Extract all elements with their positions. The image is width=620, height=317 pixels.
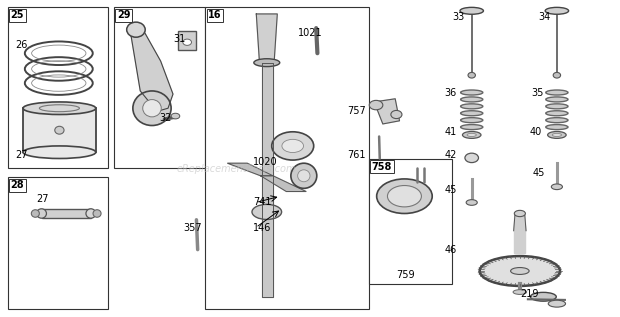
Ellipse shape xyxy=(461,97,483,102)
Ellipse shape xyxy=(546,125,568,130)
Text: 1020: 1020 xyxy=(253,157,278,167)
Polygon shape xyxy=(256,14,277,61)
Ellipse shape xyxy=(545,7,569,14)
Ellipse shape xyxy=(183,39,192,45)
Text: 46: 46 xyxy=(445,245,457,255)
Text: 357: 357 xyxy=(184,223,202,233)
Text: 25: 25 xyxy=(11,10,24,20)
Bar xyxy=(7,7,107,168)
Text: 36: 36 xyxy=(445,87,457,98)
Ellipse shape xyxy=(546,118,568,123)
Ellipse shape xyxy=(370,100,383,110)
Text: 759: 759 xyxy=(396,270,415,280)
Ellipse shape xyxy=(548,300,565,307)
Ellipse shape xyxy=(143,100,161,117)
Ellipse shape xyxy=(547,132,566,139)
Ellipse shape xyxy=(513,290,526,294)
Ellipse shape xyxy=(480,256,560,286)
Ellipse shape xyxy=(552,133,562,137)
Ellipse shape xyxy=(126,22,145,37)
Ellipse shape xyxy=(86,209,96,218)
Ellipse shape xyxy=(546,90,568,95)
Ellipse shape xyxy=(553,72,560,78)
Text: 28: 28 xyxy=(11,180,24,191)
Text: 27: 27 xyxy=(37,194,49,204)
Text: 1021: 1021 xyxy=(298,28,322,38)
Bar xyxy=(205,7,369,309)
Text: 32: 32 xyxy=(159,113,172,123)
Polygon shape xyxy=(515,231,525,253)
Text: 16: 16 xyxy=(208,10,222,20)
Text: 35: 35 xyxy=(531,87,543,98)
Ellipse shape xyxy=(32,210,39,217)
Ellipse shape xyxy=(463,132,481,139)
Polygon shape xyxy=(262,63,273,297)
Ellipse shape xyxy=(133,91,171,126)
Bar xyxy=(23,108,96,152)
Text: 42: 42 xyxy=(445,150,457,160)
Ellipse shape xyxy=(461,104,483,109)
Polygon shape xyxy=(130,28,173,111)
Text: 45: 45 xyxy=(532,168,544,178)
Ellipse shape xyxy=(465,153,479,163)
Ellipse shape xyxy=(252,204,281,219)
Ellipse shape xyxy=(391,110,402,119)
Bar xyxy=(369,158,452,284)
Text: 757: 757 xyxy=(347,107,366,116)
Bar xyxy=(113,7,205,168)
Text: 40: 40 xyxy=(529,127,541,137)
Text: 41: 41 xyxy=(445,127,457,137)
Ellipse shape xyxy=(298,170,310,182)
Ellipse shape xyxy=(461,125,483,130)
Polygon shape xyxy=(260,176,306,191)
Text: 31: 31 xyxy=(173,34,185,44)
Text: 33: 33 xyxy=(452,12,464,22)
Ellipse shape xyxy=(388,185,422,207)
Text: 29: 29 xyxy=(117,10,130,20)
Text: 219: 219 xyxy=(520,289,538,299)
Ellipse shape xyxy=(468,72,476,78)
Ellipse shape xyxy=(377,179,432,213)
Text: 26: 26 xyxy=(15,40,27,50)
Ellipse shape xyxy=(23,146,96,158)
Ellipse shape xyxy=(546,111,568,116)
Ellipse shape xyxy=(461,90,483,95)
Ellipse shape xyxy=(546,97,568,102)
Text: 34: 34 xyxy=(538,12,551,22)
Text: 758: 758 xyxy=(372,162,392,171)
Text: eReplacementParts.com: eReplacementParts.com xyxy=(176,165,296,174)
Text: 45: 45 xyxy=(445,185,457,195)
Ellipse shape xyxy=(272,132,314,160)
Text: 27: 27 xyxy=(15,150,27,160)
Ellipse shape xyxy=(467,133,476,137)
Polygon shape xyxy=(228,163,273,176)
Polygon shape xyxy=(374,99,399,124)
Ellipse shape xyxy=(37,209,46,218)
Ellipse shape xyxy=(171,113,180,119)
Ellipse shape xyxy=(282,139,304,152)
Bar xyxy=(7,177,107,309)
Polygon shape xyxy=(514,215,526,231)
Ellipse shape xyxy=(291,163,317,188)
Ellipse shape xyxy=(466,200,477,205)
Ellipse shape xyxy=(460,7,484,14)
Text: 761: 761 xyxy=(347,150,366,160)
Ellipse shape xyxy=(254,59,280,67)
Ellipse shape xyxy=(461,118,483,123)
Ellipse shape xyxy=(511,268,529,275)
Ellipse shape xyxy=(551,184,562,190)
Text: 741: 741 xyxy=(253,197,272,208)
Ellipse shape xyxy=(55,126,64,134)
Text: 146: 146 xyxy=(253,223,272,233)
Ellipse shape xyxy=(515,210,525,217)
Ellipse shape xyxy=(93,210,101,217)
Ellipse shape xyxy=(461,111,483,116)
Ellipse shape xyxy=(23,102,96,114)
Ellipse shape xyxy=(546,104,568,109)
Bar xyxy=(178,31,197,50)
Bar xyxy=(42,209,91,218)
Ellipse shape xyxy=(530,292,556,301)
